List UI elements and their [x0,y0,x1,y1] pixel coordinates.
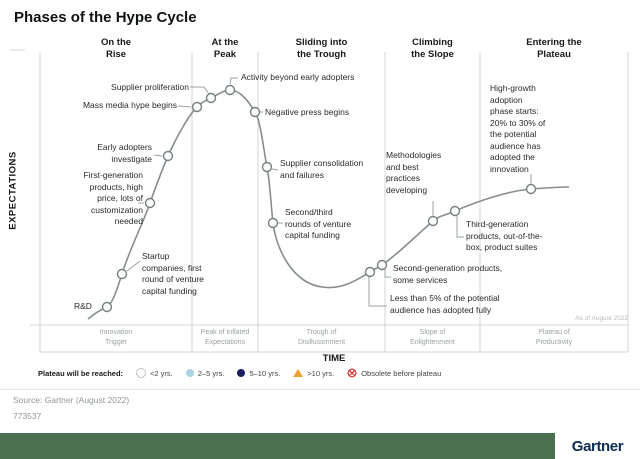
phase-header-at-the-peak: At the Peak [211,37,239,60]
milestone-marker-second-third-rounds [267,217,279,229]
open-circle-icon [136,368,147,378]
leader-early-adopters [153,154,163,157]
annotation-second-third-rounds: Second/third rounds of venture capital f… [285,207,352,240]
annotation-second-generation: Second-generation products, some service… [393,263,503,285]
milestone-marker-negative-press [249,106,261,118]
annotation-leader-lines [126,77,532,307]
crossed-circle-icon [347,368,357,378]
annotation-early-adopters: Early adopters investigate [97,142,152,164]
stage-label-trough: Trough of Disillusionment [297,329,346,346]
legend-item-label: Obsolete before plateau [361,368,442,378]
annotation-supplier-proliferation: Supplier proliferation [111,82,189,92]
stage-label-innovation-trigger: Innovation Trigger [99,329,133,346]
y-axis-label: EXPECTATIONS [7,151,19,230]
legend-item-label: >10 yrs. [307,368,335,378]
legend-item-under-2-yrs: <2 yrs. [136,368,173,378]
annotation-third-generation: Third-generation products, out-of-the- b… [466,219,543,252]
document-id: 773537 [13,411,42,421]
leader-supplier-consolidation [271,168,279,171]
legend-item-label: 5–10 yrs. [249,368,281,378]
annotation-mass-media-hype: Mass media hype begins [82,100,177,110]
legend-item-5-10-yrs: 5–10 yrs. [237,369,280,378]
milestone-marker-supplier-proliferation [205,92,217,104]
annotation-rnd: R&D [74,301,92,311]
milestone-marker-methodologies [427,215,439,227]
leader-supplier-proliferation [190,86,210,95]
milestone-marker-early-adopters [162,150,174,162]
stage-label-slope: Slope of Enlightenment [410,329,455,346]
footer-divider [0,389,640,390]
legend-item-2-5-yrs: 2–5 yrs. [185,368,225,378]
milestone-marker-activity-beyond [224,84,236,96]
as-of-date: As of August 2022 [575,315,628,322]
navy-circle-icon [237,369,246,377]
annotation-first-generation: First-generation products, high price, l… [83,170,143,226]
orange-triangle-icon [293,369,304,377]
phase-header-on-the-rise: On the Rise [100,37,132,60]
light-blue-circle-icon [185,369,194,377]
milestone-marker-third-generation [449,205,461,217]
leader-activity-beyond [229,77,238,85]
stage-label-peak-of-inflated: Peak of Inflated Expectations [200,329,250,346]
annotation-methodologies: Methodologies and best practices develop… [386,150,442,195]
annotation-negative-press: Negative press begins [265,107,350,117]
milestone-markers [101,84,537,313]
legend-item-label: <2 yrs. [150,368,173,378]
annotation-high-growth-adoption: High-growth adoption phase starts: 20% t… [490,83,546,174]
milestone-marker-less-than-5 [364,266,376,278]
gartner-wordmark: Gartner [571,437,624,455]
leader-third-generation [456,216,464,238]
stage-label-plateau: Plateau of Productivity [535,329,573,346]
milestone-marker-mass-media [191,101,203,113]
legend-item-obsolete: Obsolete before plateau [347,368,441,378]
source-text: Source: Gartner (August 2022) [13,395,130,405]
gartner-logo: Gartner [555,433,640,459]
legend: Plateau will be reached: <2 yrs. 2–5 yrs… [38,368,441,378]
leader-mass-media [177,105,192,108]
annotation-startup-companies: Startup companies, first round of ventur… [142,251,204,296]
legend-title: Plateau will be reached: [38,368,124,378]
leader-second-generation [384,269,391,278]
footer-brand-bar [0,433,640,459]
annotation-less-than-5-percent: Less than 5% of the potential audience h… [390,293,500,315]
milestone-marker-startup [116,268,128,280]
milestone-marker-rnd [101,301,113,313]
leader-less-than-5 [368,277,387,307]
phase-header-sliding-into-trough: Sliding into the Trough [295,37,348,60]
annotation-supplier-consolidation: Supplier consolidation and failures [280,158,364,180]
milestone-marker-high-growth [525,183,537,195]
phase-header-climbing-the-slope: Climbing the Slope [411,37,454,60]
milestone-marker-second-generation [376,259,388,271]
annotation-activity-beyond: Activity beyond early adopters [241,72,355,82]
milestone-marker-first-generation [144,197,156,209]
phase-header-entering-plateau: Entering the Plateau [526,37,582,60]
x-axis-label: TIME [322,353,346,364]
milestone-marker-supplier-consolidation [261,161,273,173]
page-title: Phases of the Hype Cycle [14,9,197,26]
legend-item-over-10-yrs: >10 yrs. [293,369,334,378]
leader-startup-companies [126,260,141,272]
legend-item-label: 2–5 yrs. [197,368,225,378]
grid-lines [10,49,629,353]
